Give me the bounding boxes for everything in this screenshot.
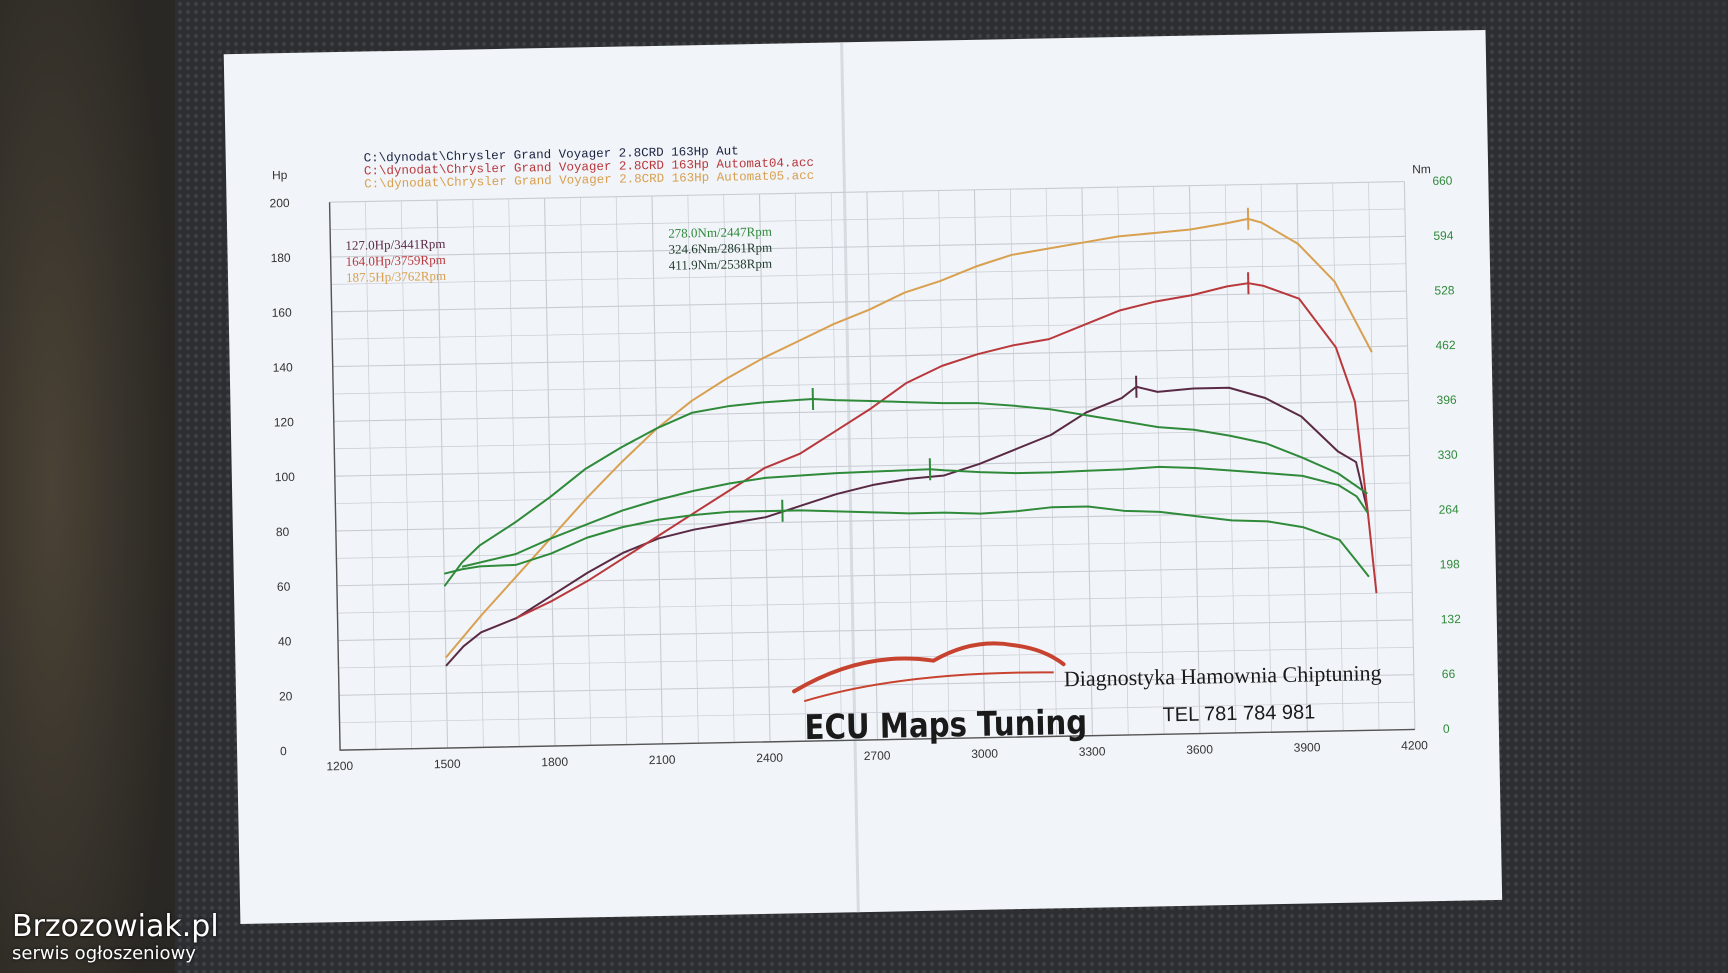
chart-grid xyxy=(328,181,1416,751)
brand-swoosh xyxy=(792,641,1066,694)
left-axis-tick-label: 80 xyxy=(276,525,290,539)
brand-phone: TEL 781 784 981 xyxy=(1162,701,1315,726)
dyno-curves xyxy=(443,207,1378,667)
left-axis-tick-label: 60 xyxy=(277,580,291,594)
left-axis-tick-label: 0 xyxy=(280,744,287,758)
watermark-tagline: serwis ogłoszeniowy xyxy=(12,943,196,964)
nm-curve-3 xyxy=(443,505,1370,578)
left-axis-tick-label: 140 xyxy=(273,360,294,374)
right-axis-label: Nm xyxy=(1412,162,1431,176)
right-axis-tick-label: 594 xyxy=(1433,228,1454,242)
torque-peak-stock: 278.0Nm/2447Rpm xyxy=(668,224,772,241)
left-axis-tick-label: 40 xyxy=(278,634,292,648)
grid-line-horizontal xyxy=(329,181,1405,203)
grid-line-horizontal xyxy=(332,345,1408,368)
watermark-site: Brzozowiak.pl xyxy=(12,909,219,944)
hp-curve-0 xyxy=(445,385,1369,667)
right-axis-tick-label: 396 xyxy=(1436,393,1457,407)
nm-curve-5 xyxy=(443,397,1368,587)
torque-peak-stage2: 411.9Nm/2538Rpm xyxy=(669,256,772,273)
x-axis-tick-label: 3600 xyxy=(1186,742,1213,757)
site-watermark: Brzozowiak.pl serwis ogłoszeniowy xyxy=(12,911,219,965)
grid-line-horizontal xyxy=(336,564,1412,587)
x-axis-tick-label: 1500 xyxy=(434,757,461,772)
grid-line-horizontal xyxy=(335,509,1411,532)
x-axis-tick-label: 1800 xyxy=(541,755,568,770)
right-axis-tick-label: 132 xyxy=(1441,612,1462,626)
brand-logo-text: ECU Maps Tuning xyxy=(804,704,1087,748)
left-axis-tick-label: 120 xyxy=(274,415,295,429)
hp-curve-2 xyxy=(445,217,1373,659)
x-axis-tick-label: 3900 xyxy=(1294,740,1321,755)
x-axis-tick-label: 2700 xyxy=(864,749,891,764)
grid-line-horizontal xyxy=(330,208,1405,230)
x-axis-tick-label: 4200 xyxy=(1401,738,1428,753)
left-axis-tick-label: 160 xyxy=(272,306,293,320)
right-axis-tick-label: 660 xyxy=(1432,174,1453,188)
grid-line-horizontal xyxy=(339,701,1415,724)
left-axis-tick-label: 180 xyxy=(270,251,291,265)
grid-line-horizontal xyxy=(332,318,1408,340)
grid-line-horizontal xyxy=(330,235,1406,258)
power-peak-stage1: 164.0Hp/3759Rpm xyxy=(346,252,446,269)
right-axis-tick-label: 198 xyxy=(1440,557,1461,571)
brand-swoosh-inner xyxy=(803,671,1054,703)
left-axis-tick-label: 200 xyxy=(269,196,290,210)
grid-line-horizontal xyxy=(337,592,1413,614)
grid-line-horizontal xyxy=(335,482,1411,504)
grid-line-horizontal xyxy=(334,454,1410,477)
nm-curve-4 xyxy=(461,465,1369,568)
power-peak-stock: 127.0Hp/3441Rpm xyxy=(345,236,445,253)
paper-fold xyxy=(840,42,860,913)
left-axis-label: Hp xyxy=(272,168,288,182)
right-axis-tick-label: 462 xyxy=(1435,338,1456,352)
brand-services: Diagnostyka Hamownia Chiptuning xyxy=(1064,660,1382,691)
right-axis-tick-label: 0 xyxy=(1443,722,1450,736)
axis-ticks: 0 20 40 60 80 100 120 140 160 180 200 0 66 132 198 264 3… xyxy=(269,174,1462,774)
grid-line-horizontal xyxy=(334,427,1410,450)
axis-lines xyxy=(328,202,1415,751)
right-axis-tick-label: 66 xyxy=(1442,667,1456,681)
left-axis-tick-label: 20 xyxy=(279,689,293,703)
x-axis-tick-label: 3000 xyxy=(971,746,998,761)
right-axis-tick-label: 528 xyxy=(1434,283,1455,297)
x-axis-tick-label: 2400 xyxy=(756,751,783,766)
x-axis-tick-label: 3300 xyxy=(1079,744,1106,759)
power-peak-stage2: 187.5Hp/3762Rpm xyxy=(346,268,446,285)
grid-line-horizontal xyxy=(331,263,1406,285)
x-axis-tick-label: 1200 xyxy=(326,759,353,774)
right-axis-tick-label: 330 xyxy=(1437,448,1458,462)
torque-peak-stage1: 324.6Nm/2861Rpm xyxy=(668,240,772,257)
left-axis-tick-label: 100 xyxy=(275,470,296,484)
grid-line-horizontal xyxy=(331,290,1407,313)
grid-line-horizontal xyxy=(338,646,1414,669)
grid-line-horizontal xyxy=(333,400,1409,422)
grid-line-horizontal xyxy=(337,619,1413,642)
hp-curve-1 xyxy=(516,282,1378,619)
paper-sheet xyxy=(223,29,1503,925)
x-axis-tick-label: 2100 xyxy=(649,753,676,768)
grid-line-horizontal xyxy=(333,372,1409,395)
right-axis-tick-label: 264 xyxy=(1439,502,1460,516)
